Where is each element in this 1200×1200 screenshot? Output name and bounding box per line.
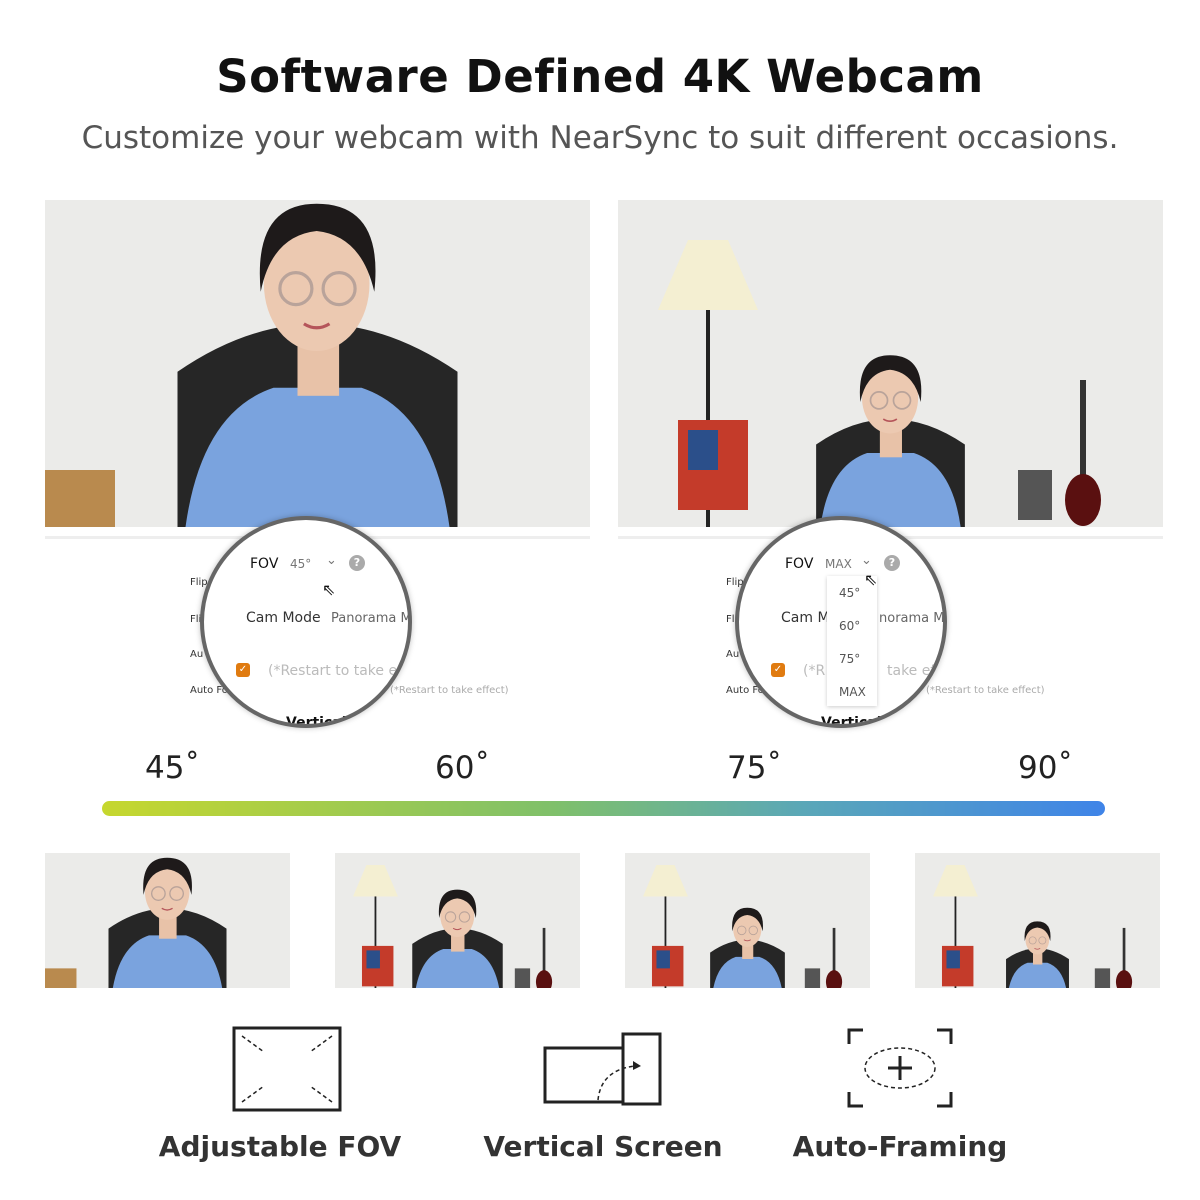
vertical-label: Vertical: [821, 715, 882, 728]
cam-mode-label: Cam Mode: [246, 610, 321, 626]
lamp: [642, 864, 688, 897]
lamp: [352, 864, 398, 897]
dropdown-option-60[interactable]: 60°: [839, 619, 861, 633]
lamp: [932, 864, 978, 897]
restart-note: (*R: [803, 663, 826, 679]
checkbox-checked[interactable]: ✓: [771, 663, 785, 677]
thumbnail-90: [915, 853, 1160, 988]
setting-label: Auto Fo: [726, 685, 764, 696]
cam-mode-select[interactable]: Panorama M: [331, 611, 412, 626]
setting-label: Fli: [726, 614, 738, 625]
chevron-down-icon[interactable]: ⌄: [861, 553, 872, 568]
vertical-label: Vertical: [286, 715, 347, 728]
magnifier-right: FOV MAX ⌄ ? Cam M norama M ✓ (*R take ef…: [735, 516, 947, 728]
help-icon[interactable]: ?: [349, 555, 365, 571]
fov-select[interactable]: MAX: [825, 557, 852, 571]
thumbnail-45: [45, 853, 290, 988]
fov-label-90: 90˚: [1018, 750, 1073, 786]
checkbox-checked[interactable]: ✓: [236, 663, 250, 677]
fov-label-45: 45˚: [145, 750, 200, 786]
fov-label-75: 75˚: [727, 750, 782, 786]
page-title: Software Defined 4K Webcam: [216, 50, 984, 103]
cursor-icon: ⇖: [322, 580, 336, 599]
lamp: [658, 240, 758, 310]
setting-label: Fli: [190, 614, 202, 625]
webcam-photo-45: [45, 200, 590, 527]
magnifier-left: FOV 45° ⌄ ? ⇖ Cam Mode Panorama M ✓ (*Re…: [200, 516, 412, 728]
fov-label-60: 60˚: [435, 750, 490, 786]
thumbnail-60: [335, 853, 580, 988]
restart-note: (*Restart to take eff: [268, 663, 407, 679]
vertical-screen-icon: [543, 1032, 663, 1106]
cam-mode-label: Cam M: [781, 610, 830, 626]
webcam-photo-max: [618, 200, 1163, 527]
fov-label: FOV: [785, 556, 814, 572]
restart-note: (*Restart to take effect): [390, 685, 509, 696]
feature-label-vertical: Vertical Screen: [483, 1130, 723, 1163]
page-subtitle: Customize your webcam with NearSync to s…: [81, 120, 1119, 156]
adjustable-fov-icon: [232, 1026, 342, 1112]
fov-dropdown-menu: 45° 60° 75° MAX: [827, 576, 877, 706]
fov-select[interactable]: 45°: [290, 557, 312, 571]
feature-label-framing: Auto-Framing: [792, 1130, 1008, 1163]
thumbnail-75: [625, 853, 870, 988]
auto-framing-icon: [847, 1028, 953, 1108]
dropdown-option-45[interactable]: 45°: [839, 586, 861, 600]
setting-label: Auto Fo: [190, 685, 228, 696]
dropdown-option-75[interactable]: 75°: [839, 652, 861, 666]
fov-label: FOV: [250, 556, 279, 572]
dropdown-option-max[interactable]: MAX: [839, 685, 866, 699]
feature-label-fov: Adjustable FOV: [158, 1130, 402, 1163]
fov-gradient-bar: [102, 801, 1105, 816]
cam-mode-select[interactable]: norama M: [879, 611, 945, 626]
setting-label: Au: [726, 649, 740, 660]
cursor-icon: ⇖: [864, 570, 878, 589]
setting-label: Flip: [726, 577, 744, 588]
setting-label: Au: [190, 649, 204, 660]
help-icon[interactable]: ?: [884, 555, 900, 571]
restart-note: take ef: [887, 663, 936, 679]
setting-label: Flip: [190, 577, 208, 588]
restart-note: (*Restart to take effect): [926, 685, 1045, 696]
chevron-down-icon[interactable]: ⌄: [326, 553, 337, 568]
